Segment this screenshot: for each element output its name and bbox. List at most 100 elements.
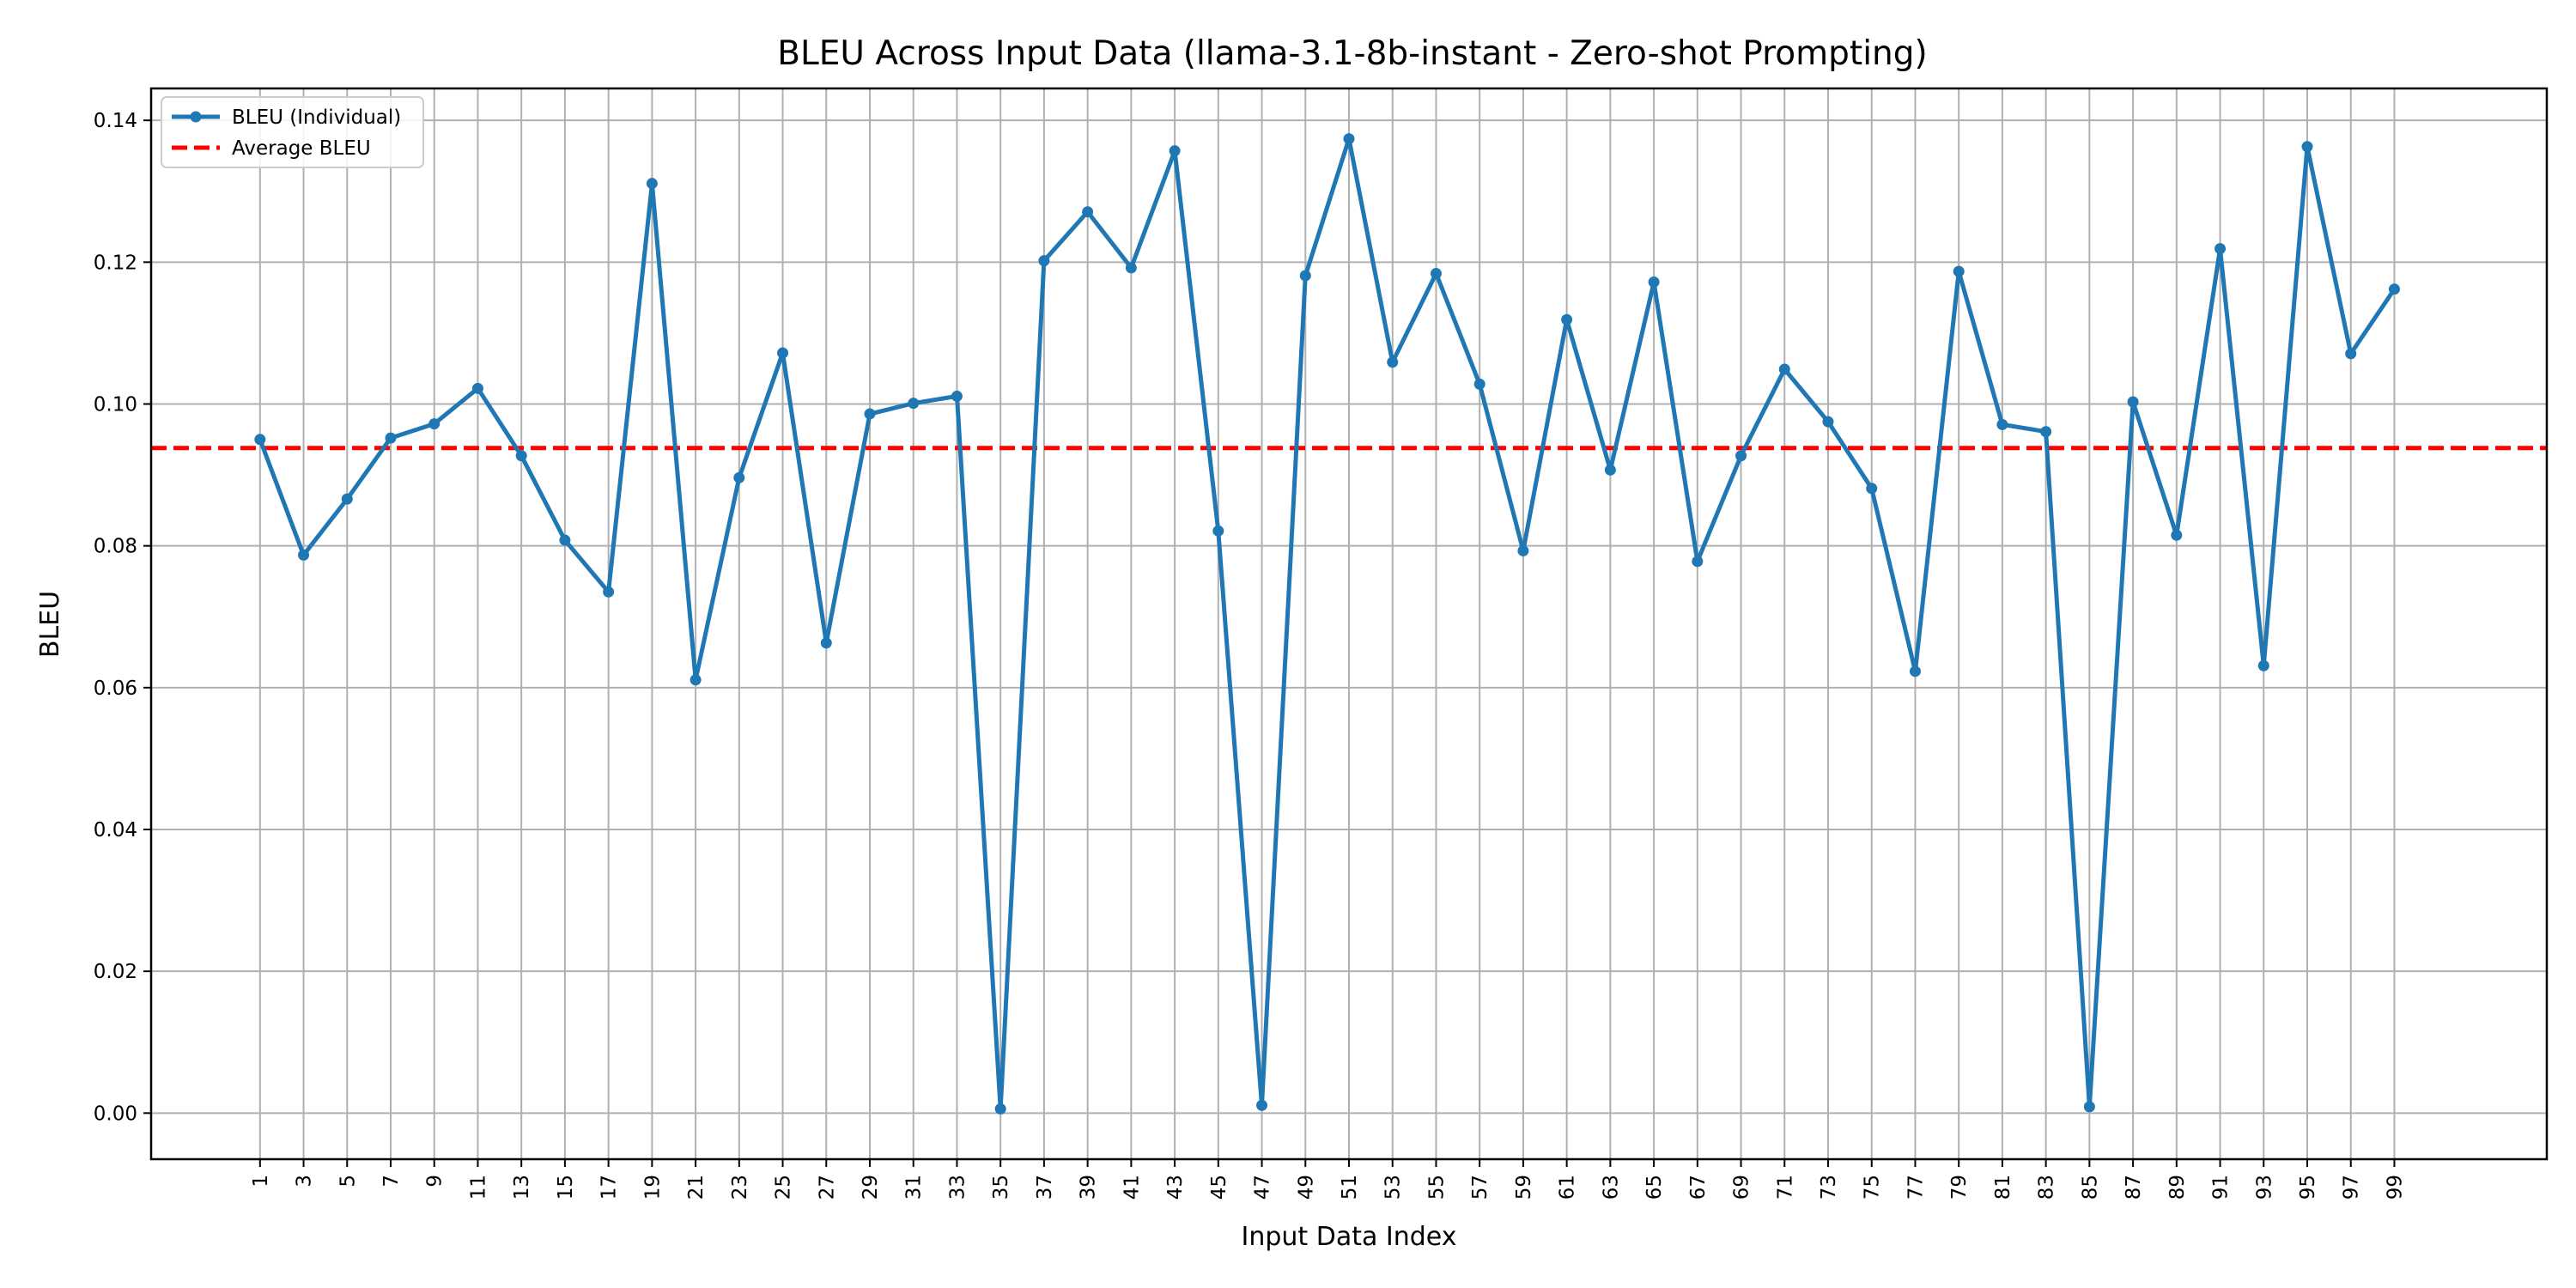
x-tick-label: 25	[773, 1175, 795, 1200]
x-tick-label: 33	[946, 1175, 969, 1200]
series-line-layer	[254, 133, 2400, 1115]
bleu-data-point	[864, 408, 876, 420]
x-tick-label: 71	[1774, 1175, 1796, 1200]
x-tick-label: 79	[1948, 1175, 1971, 1200]
y-tick-label: 0.10	[94, 393, 137, 416]
x-tick-label: 35	[990, 1175, 1012, 1200]
grid-lines	[151, 88, 2547, 1159]
legend: BLEU (Individual) Average BLEU	[161, 96, 424, 168]
bleu-data-point	[1169, 145, 1181, 157]
x-tick-label: 9	[424, 1175, 447, 1188]
bleu-data-point	[2257, 659, 2269, 671]
x-tick-label: 45	[1208, 1175, 1230, 1200]
x-tick-label: 97	[2341, 1175, 2363, 1200]
x-tick-label: 57	[1469, 1175, 1492, 1200]
x-tick-label: 43	[1164, 1175, 1187, 1200]
bleu-data-point	[1561, 313, 1573, 325]
y-tick-label: 0.00	[94, 1103, 137, 1125]
x-tick-label: 27	[816, 1175, 838, 1200]
bleu-data-point	[1692, 556, 1704, 568]
bleu-data-point	[559, 534, 571, 546]
x-tick-label: 13	[511, 1175, 533, 1200]
x-tick-label: 31	[903, 1175, 926, 1200]
bleu-data-point	[254, 434, 266, 446]
x-axis-label: Input Data Index	[1242, 1222, 1457, 1252]
bleu-data-point	[1038, 255, 1050, 267]
bleu-data-point	[733, 471, 745, 483]
x-tick-label: 11	[467, 1175, 489, 1200]
x-tick-label: 67	[1687, 1175, 1710, 1200]
y-axis-label: BLEU	[35, 591, 65, 658]
bleu-data-point	[428, 418, 440, 430]
bleu-data-point	[820, 637, 832, 649]
bleu-data-point	[471, 382, 483, 394]
x-tick-label: 19	[641, 1175, 664, 1200]
x-tick-label: 39	[1078, 1175, 1100, 1200]
x-tick-label: 63	[1600, 1175, 1622, 1200]
x-tick-label: 81	[1992, 1175, 2014, 1200]
chart-title: BLEU Across Input Data (llama-3.1-8b-ins…	[777, 34, 1927, 73]
x-tick-label: 61	[1557, 1175, 1579, 1200]
bleu-data-point	[1473, 378, 1485, 390]
x-tick-label: 21	[685, 1175, 708, 1200]
bleu-data-point	[385, 432, 397, 444]
bleu-data-point	[1430, 268, 1442, 280]
bleu-data-point	[1212, 525, 1224, 537]
bleu-data-point	[690, 674, 702, 686]
y-tick-label: 0.04	[94, 819, 137, 841]
y-tick-label: 0.06	[94, 677, 137, 700]
bleu-data-point	[951, 390, 963, 402]
x-tick-label: 49	[1295, 1175, 1317, 1200]
x-tick-label: 23	[729, 1175, 751, 1200]
bleu-data-point	[1387, 356, 1399, 368]
bleu-data-point	[908, 398, 920, 410]
x-axis-ticks: 1 3 5 7 9 11 13 15 17 19 21 23 25 27 29 31 33 35 37 39 41 43 4…	[250, 1159, 2406, 1200]
bleu-data-point	[1648, 276, 1660, 288]
bleu-data-point	[2171, 529, 2183, 541]
bleu-data-point	[341, 493, 353, 505]
x-tick-label: 93	[2253, 1175, 2275, 1200]
x-tick-label: 15	[555, 1175, 577, 1200]
bleu-individual-line	[258, 137, 2397, 1111]
bleu-data-point	[994, 1103, 1006, 1115]
x-tick-label: 69	[1731, 1175, 1753, 1200]
x-tick-label: 77	[1905, 1175, 1927, 1200]
x-tick-label: 85	[2079, 1175, 2101, 1200]
x-tick-label: 53	[1382, 1175, 1405, 1200]
bleu-data-point	[1778, 363, 1790, 375]
x-tick-label: 17	[598, 1175, 621, 1200]
y-axis-ticks: 0.00 0.02 0.04 0.06 0.08 0.10 0.12 0.14	[94, 110, 151, 1125]
bleu-data-point	[1996, 418, 2008, 430]
x-tick-label: 3	[294, 1175, 316, 1188]
legend-box	[161, 96, 424, 168]
legend-marker-individual	[190, 111, 202, 123]
bleu-data-point	[2388, 283, 2400, 295]
x-tick-label: 87	[2123, 1175, 2145, 1200]
y-tick-label: 0.12	[94, 252, 137, 274]
x-tick-label: 73	[1818, 1175, 1840, 1200]
bleu-data-point	[298, 549, 310, 561]
x-tick-label: 37	[1034, 1175, 1056, 1200]
bleu-data-point	[1517, 544, 1529, 556]
bleu-data-point	[2040, 426, 2052, 438]
x-tick-label: 47	[1252, 1175, 1274, 1200]
bleu-data-point	[1822, 416, 1834, 428]
x-tick-label: 95	[2297, 1175, 2319, 1200]
y-tick-label: 0.02	[94, 961, 137, 983]
bleu-data-point	[1082, 206, 1094, 218]
bleu-data-point	[777, 347, 789, 359]
x-tick-label: 7	[380, 1175, 403, 1188]
bleu-data-point	[1299, 270, 1311, 282]
bleu-data-point	[1735, 450, 1747, 462]
y-tick-label: 0.14	[94, 110, 137, 132]
x-tick-label: 65	[1643, 1175, 1666, 1200]
x-tick-label: 29	[860, 1175, 882, 1200]
y-tick-label: 0.08	[94, 536, 137, 558]
bleu-data-point	[515, 450, 527, 462]
bleu-data-point	[603, 586, 615, 598]
bleu-data-point	[1909, 665, 1921, 677]
bleu-data-point	[1343, 133, 1355, 145]
legend-label-average: Average BLEU	[232, 137, 371, 160]
x-tick-label: 5	[337, 1175, 359, 1188]
